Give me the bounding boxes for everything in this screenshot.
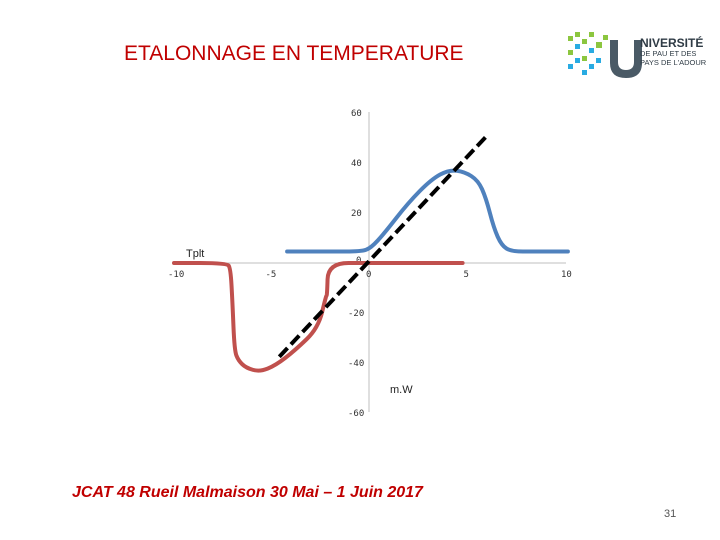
dashed-calibration-line	[277, 135, 488, 359]
slide-footer: JCAT 48 Rueil Malmaison 30 Mai – 1 Juin …	[72, 484, 423, 501]
x-tick-label: -10	[168, 270, 184, 280]
y-tick-label: 20	[351, 209, 362, 219]
x-tick-label: 10	[561, 270, 572, 280]
y-tick-label: -40	[348, 359, 364, 369]
blue-heat-flow-curve	[285, 168, 570, 254]
red-heat-flow-curve	[172, 261, 465, 373]
y-tick-label: 60	[351, 109, 362, 119]
x-tick-label: 0	[366, 270, 371, 280]
y-tick-label: -60	[348, 409, 364, 419]
slide-title: ETALONNAGE EN TEMPERATURE	[124, 42, 464, 65]
x-tick-label: -5	[266, 270, 277, 280]
y-tick-label: -20	[348, 309, 364, 319]
page-number: 31	[664, 508, 677, 520]
x-axis-label: m.W	[390, 384, 413, 396]
university-logo-text: NIVERSITÉ DE PAU ET DES PAYS DE L'ADOUR	[640, 36, 707, 67]
logo-line-1: NIVERSITÉ	[640, 36, 704, 50]
university-logo-icon	[568, 32, 642, 78]
x-tick-label: 5	[464, 270, 469, 280]
logo-line-2: DE PAU ET DES	[640, 49, 697, 58]
logo-line-3: PAYS DE L'ADOUR	[640, 58, 707, 67]
y-axis-label: Tplt	[186, 248, 204, 260]
y-tick-label: 40	[351, 159, 362, 169]
